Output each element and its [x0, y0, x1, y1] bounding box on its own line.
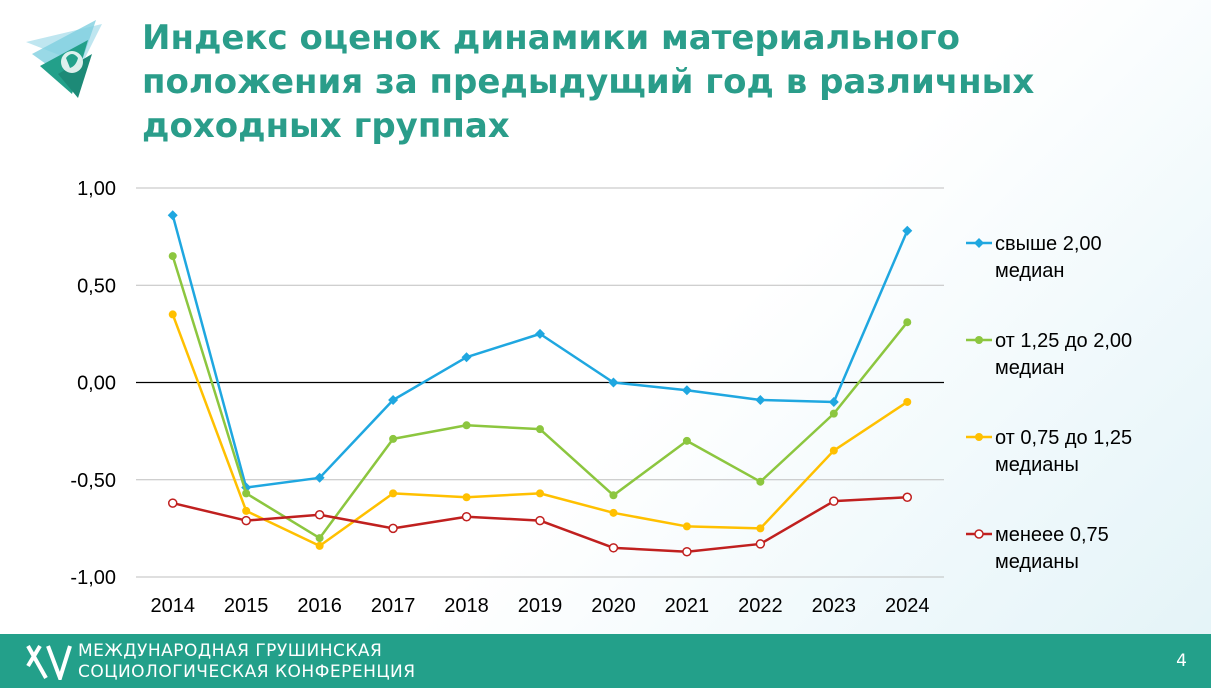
legend-item: свыше 2,00 медиан	[966, 233, 1102, 282]
y-tick-label: 0,00	[77, 373, 116, 395]
legend-label: свыше 2,00	[995, 233, 1102, 255]
series-1	[167, 210, 913, 493]
data-point	[462, 421, 471, 430]
data-point	[389, 434, 398, 443]
legend-item: от 0,75 до 1,25 медианы	[966, 427, 1132, 476]
data-point	[536, 489, 544, 498]
y-tick-label: -0,50	[70, 470, 116, 492]
footer-line-2: СОЦИОЛОГИЧЕСКАЯ КОНФЕРЕНЦИЯ	[78, 662, 416, 682]
data-point	[462, 493, 471, 502]
data-point	[755, 395, 766, 406]
x-tick-label: 2019	[518, 595, 563, 617]
conference-logo	[26, 20, 102, 98]
x-tick-label: 2024	[885, 595, 930, 617]
series-2	[168, 252, 912, 543]
data-point	[903, 318, 912, 327]
data-point	[609, 508, 618, 517]
data-point	[389, 489, 398, 498]
page-title: Индекс оценок динамики материального пол…	[142, 16, 1142, 148]
data-point	[314, 472, 325, 483]
y-tick-label: 0,50	[77, 275, 116, 297]
data-point	[903, 397, 912, 406]
data-point	[388, 523, 398, 534]
x-tick-label: 2022	[738, 595, 783, 617]
data-point	[535, 328, 545, 339]
legend-marker	[974, 529, 984, 539]
series-4	[167, 492, 913, 557]
x-tick-label: 2020	[591, 595, 636, 617]
title-line-3: доходных группах	[142, 106, 510, 146]
legend-marker	[975, 336, 983, 344]
data-point	[902, 225, 913, 236]
x-tick-label: 2015	[224, 595, 269, 617]
x-axis-tick-labels: 2014 2015 2016 2017 2018 2019 2020 2021 2022 2023…	[150, 595, 929, 617]
data-point	[242, 506, 251, 515]
data-point	[315, 534, 324, 543]
legend-label: медиан	[995, 260, 1064, 282]
x-tick-label: 2017	[371, 595, 416, 617]
legend-marker	[974, 238, 984, 248]
footer-bar: МЕЖДУНАРОДНАЯ ГРУШИНСКАЯ СОЦИОЛОГИЧЕСКАЯ…	[0, 634, 1211, 688]
data-point	[829, 496, 839, 506]
data-point	[609, 491, 618, 500]
title-line-1: Индекс оценок динамики материального	[142, 18, 960, 58]
legend-label: менеее 0,75	[995, 524, 1109, 546]
data-point	[608, 543, 619, 553]
data-point	[168, 252, 177, 261]
footer-title: МЕЖДУНАРОДНАЯ ГРУШИНСКАЯ СОЦИОЛОГИЧЕСКАЯ…	[78, 641, 416, 683]
data-point	[535, 515, 545, 526]
chart-series	[167, 210, 913, 557]
legend-label: от 0,75 до 1,25	[995, 427, 1132, 449]
x-tick-label: 2014	[150, 595, 195, 617]
legend-item: от 1,25 до 2,00 медиан	[966, 330, 1132, 379]
data-point	[682, 546, 692, 557]
data-point	[241, 515, 251, 526]
x-tick-label: 2018	[444, 595, 489, 617]
title-line-2: положения за предыдущий год в различных	[142, 62, 1035, 102]
data-point	[388, 395, 399, 406]
legend-marker	[975, 433, 983, 441]
legend-label: от 1,25 до 2,00	[995, 330, 1132, 352]
data-point	[681, 385, 692, 396]
data-point	[756, 477, 765, 486]
y-axis-tick-labels: 1,00 0,50 0,00 -0,50 -1,00	[70, 178, 116, 589]
legend-item: менеее 0,75 медианы	[966, 524, 1109, 573]
data-point	[756, 524, 765, 533]
x-tick-label: 2016	[297, 595, 342, 617]
page-number: 4	[1176, 651, 1187, 671]
data-point	[242, 489, 251, 498]
legend-label: медианы	[995, 551, 1079, 573]
x-tick-label: 2023	[812, 595, 857, 617]
data-point	[608, 377, 619, 388]
data-point	[167, 498, 178, 508]
data-point	[829, 409, 838, 418]
legend-label: медианы	[995, 454, 1079, 476]
line-chart: 1,000,500,00-0,50-1,00 2014 2015 2016 2017 2…	[70, 178, 1132, 617]
data-point	[461, 511, 472, 522]
footer-line-1: МЕЖДУНАРОДНАЯ ГРУШИНСКАЯ	[78, 641, 383, 661]
data-point	[902, 492, 913, 503]
y-tick-label: 1,00	[77, 178, 116, 200]
y-tick-label: -1,00	[70, 567, 116, 589]
series-3	[168, 310, 912, 550]
legend-label: медиан	[995, 357, 1064, 379]
chart-grid	[136, 187, 944, 578]
x-tick-label: 2021	[665, 595, 710, 617]
data-point	[314, 510, 325, 520]
data-point	[167, 210, 178, 221]
data-point	[461, 352, 472, 363]
data-point	[829, 446, 838, 455]
data-point	[682, 522, 691, 531]
data-point	[828, 396, 839, 407]
data-point	[536, 425, 544, 434]
data-point	[682, 436, 691, 445]
data-point	[168, 310, 177, 319]
data-point	[755, 539, 766, 549]
conference-mark-icon	[26, 644, 72, 680]
data-point	[315, 541, 324, 550]
